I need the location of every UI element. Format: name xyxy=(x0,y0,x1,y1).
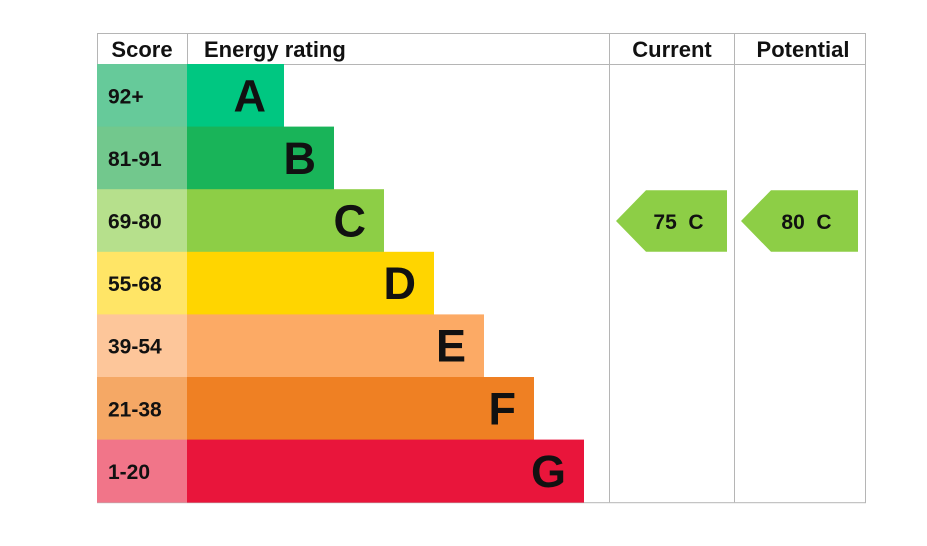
score-cell xyxy=(97,251,187,315)
header-current: Current xyxy=(632,37,712,62)
current-arrow-shape xyxy=(616,190,727,252)
rating-bar-f xyxy=(187,377,534,440)
score-label: 81-91 xyxy=(108,148,162,171)
score-cell xyxy=(97,439,187,503)
score-label: 21-38 xyxy=(108,398,162,421)
rating-bar-d xyxy=(187,251,434,315)
score-cell xyxy=(97,126,187,190)
rating-letter: E xyxy=(436,321,466,372)
header-energy-rating: Energy rating xyxy=(204,37,346,62)
rating-letter: B xyxy=(284,133,317,184)
rating-bar-c xyxy=(187,189,384,253)
rating-bar-b xyxy=(187,126,334,190)
potential-rating-label: 80 C xyxy=(781,211,831,234)
rating-bar-g xyxy=(187,439,584,503)
current-rating-arrow: 75 C xyxy=(616,190,727,252)
score-cell xyxy=(97,64,187,127)
header-score: Score xyxy=(111,37,172,62)
score-cell xyxy=(97,314,187,378)
potential-arrow-shape xyxy=(741,190,858,252)
rating-letter: G xyxy=(531,446,566,497)
score-label: 39-54 xyxy=(108,336,162,359)
rating-letter: C xyxy=(334,196,367,247)
score-cell xyxy=(97,189,187,253)
score-label: 69-80 xyxy=(108,211,162,234)
potential-rating-arrow: 80 C xyxy=(741,190,858,252)
rating-letter: D xyxy=(384,258,417,309)
score-cell xyxy=(97,377,187,440)
score-label: 92+ xyxy=(108,85,144,108)
rating-bar-e xyxy=(187,314,484,378)
score-label: 55-68 xyxy=(108,273,162,296)
current-rating-label: 75 C xyxy=(653,211,703,234)
rating-letter: F xyxy=(489,383,517,434)
rating-letter: A xyxy=(234,70,267,121)
score-label: 1-20 xyxy=(108,461,150,484)
rating-bands: 92+ A 81-91 B 69-80 C 55-68 D 39-54 E 21-38 F 1-20 G xyxy=(97,64,584,503)
header-potential: Potential xyxy=(757,37,850,62)
rating-bar-a xyxy=(187,64,284,127)
